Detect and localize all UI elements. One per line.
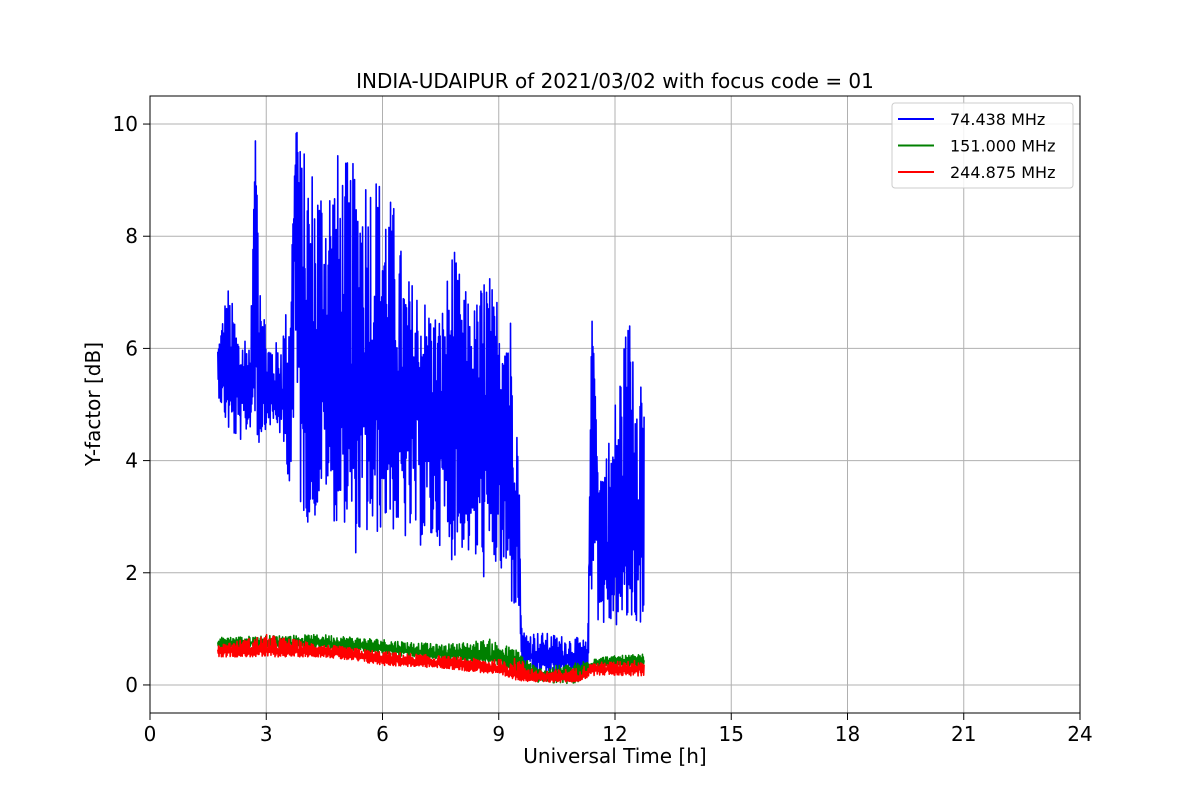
x-tick-label: 6 — [376, 722, 389, 746]
legend-box — [891, 102, 1074, 189]
x-tick-label: 24 — [1067, 722, 1092, 746]
plot-data-area — [217, 131, 645, 685]
y-tick-label: 6 — [125, 336, 138, 360]
y-axis: 0 2 4 6 8 10 — [113, 112, 150, 697]
y-axis-label: Y-factor [dB] — [81, 342, 105, 467]
x-tick-label: 3 — [260, 722, 273, 746]
legend: 74.438 MHz 151.000 MHz 244.875 MHz — [891, 102, 1074, 189]
x-axis: 0 3 6 9 12 15 18 21 24 — [144, 713, 1093, 746]
legend-label-1: 151.000 MHz — [950, 137, 1055, 156]
chart-title: INDIA-UDAIPUR of 2021/03/02 with focus c… — [356, 69, 874, 93]
x-axis-label: Universal Time [h] — [523, 744, 706, 768]
x-tick-label: 18 — [835, 722, 860, 746]
y-tick-label: 2 — [125, 561, 138, 585]
series-line-2 — [217, 633, 645, 683]
x-tick-label: 21 — [951, 722, 976, 746]
y-tick-label: 4 — [125, 449, 138, 473]
x-tick-label: 15 — [719, 722, 744, 746]
legend-label-2: 244.875 MHz — [950, 163, 1055, 182]
x-tick-label: 9 — [492, 722, 505, 746]
y-tick-label: 10 — [113, 112, 138, 136]
y-tick-label: 0 — [125, 673, 138, 697]
x-tick-label: 12 — [602, 722, 627, 746]
x-tick-label: 0 — [144, 722, 157, 746]
y-tick-label: 8 — [125, 224, 138, 248]
legend-label-0: 74.438 MHz — [950, 110, 1045, 129]
series-line-0 — [217, 131, 645, 675]
